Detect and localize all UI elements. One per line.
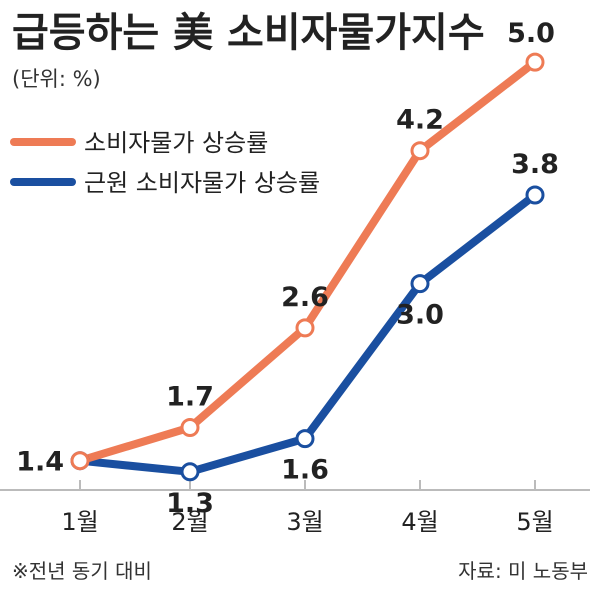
data-label: 3.8 [511,149,559,180]
source-note: 자료: 미 노동부 [458,559,588,583]
data-label: 4.2 [396,105,444,136]
data-point [410,274,430,294]
x-tick-label: 1월 [61,508,98,536]
series-line-0 [76,58,539,465]
data-point [295,429,315,449]
data-point [295,318,315,338]
data-point [180,418,200,437]
x-tick-label: 4월 [401,508,438,536]
unit-label: (단위: %) [12,67,101,91]
data-point [410,141,430,161]
legend-label-cpi: 소비자물가 상승률 [84,129,268,157]
series-layer [70,52,545,482]
footnote: ※전년 동기 대비 [12,559,152,583]
legend-label-core-cpi: 근원 소비자물가 상승률 [84,169,320,197]
data-label: 5.0 [507,18,555,49]
data-point [180,462,200,482]
data-label: 1.4 [16,447,64,478]
x-tick-label: 3월 [286,508,323,536]
data-labels: 1.4 1.7 2.6 4.2 5.0 1.3 1.6 3.0 3.8 [16,18,559,519]
data-label: 1.6 [281,455,329,486]
data-point [525,52,545,72]
x-tick-label: 2월 [171,508,208,536]
data-point [525,185,545,205]
data-label: 2.6 [281,282,329,313]
data-label: 1.3 [166,488,214,519]
chart-title: 급등하는 美 소비자물가지수 [12,10,485,56]
data-label: 1.7 [166,382,214,413]
data-point [70,451,90,471]
x-axis-ticks: 1월 2월 3월 4월 5월 [61,480,554,536]
legend: 소비자물가 상승률 근원 소비자물가 상승률 [10,129,320,197]
x-tick-label: 5월 [516,508,553,536]
data-label: 3.0 [396,300,444,331]
